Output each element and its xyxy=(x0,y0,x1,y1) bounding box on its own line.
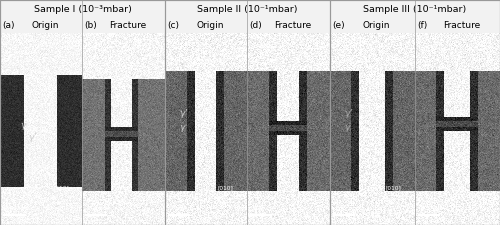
Bar xyxy=(247,18,330,33)
Bar xyxy=(165,18,247,33)
Text: [100]: [100] xyxy=(231,204,247,209)
Text: γ: γ xyxy=(20,121,26,130)
Bar xyxy=(0,0,164,225)
Text: [010]: [010] xyxy=(218,185,234,191)
Text: γ’: γ’ xyxy=(28,133,36,142)
Text: 200 nm: 200 nm xyxy=(252,206,276,211)
Bar xyxy=(415,18,500,33)
Text: γ’: γ’ xyxy=(344,108,352,117)
Bar xyxy=(330,0,500,225)
Text: (a): (a) xyxy=(2,21,15,30)
Text: 200 nm: 200 nm xyxy=(170,206,194,211)
Text: Fracture: Fracture xyxy=(443,21,480,30)
Bar xyxy=(330,0,500,18)
Text: Origin: Origin xyxy=(196,21,224,30)
Text: [100]: [100] xyxy=(66,204,82,209)
Text: Fracture: Fracture xyxy=(274,21,311,30)
Bar xyxy=(0,18,82,33)
Text: 200 nm: 200 nm xyxy=(5,206,29,211)
Bar xyxy=(165,0,330,18)
Text: (e): (e) xyxy=(332,21,345,30)
Text: Origin: Origin xyxy=(363,21,390,30)
Text: γ’: γ’ xyxy=(179,108,187,117)
Text: (f): (f) xyxy=(418,21,428,30)
Bar xyxy=(330,18,415,33)
Bar xyxy=(82,18,165,33)
Text: 200 nm: 200 nm xyxy=(335,206,359,211)
Text: [010]: [010] xyxy=(386,185,402,191)
Text: (d): (d) xyxy=(250,21,262,30)
Text: Fracture: Fracture xyxy=(109,21,146,30)
Text: Sample II (10⁻¹mbar): Sample II (10⁻¹mbar) xyxy=(197,4,298,13)
Text: Origin: Origin xyxy=(31,21,59,30)
Text: γ: γ xyxy=(179,122,184,131)
Text: (c): (c) xyxy=(168,21,179,30)
Text: γ: γ xyxy=(344,122,350,131)
Bar xyxy=(166,0,330,225)
Bar xyxy=(0,0,165,18)
Text: 200 nm: 200 nm xyxy=(420,206,444,211)
Text: Sample I (10⁻³mbar): Sample I (10⁻³mbar) xyxy=(34,4,132,13)
Text: (b): (b) xyxy=(84,21,97,30)
Text: [010]: [010] xyxy=(53,185,69,191)
Text: [100]: [100] xyxy=(399,204,415,209)
Text: 200 nm: 200 nm xyxy=(87,206,111,211)
Text: Sample III (10⁻¹mbar): Sample III (10⁻¹mbar) xyxy=(364,4,467,13)
